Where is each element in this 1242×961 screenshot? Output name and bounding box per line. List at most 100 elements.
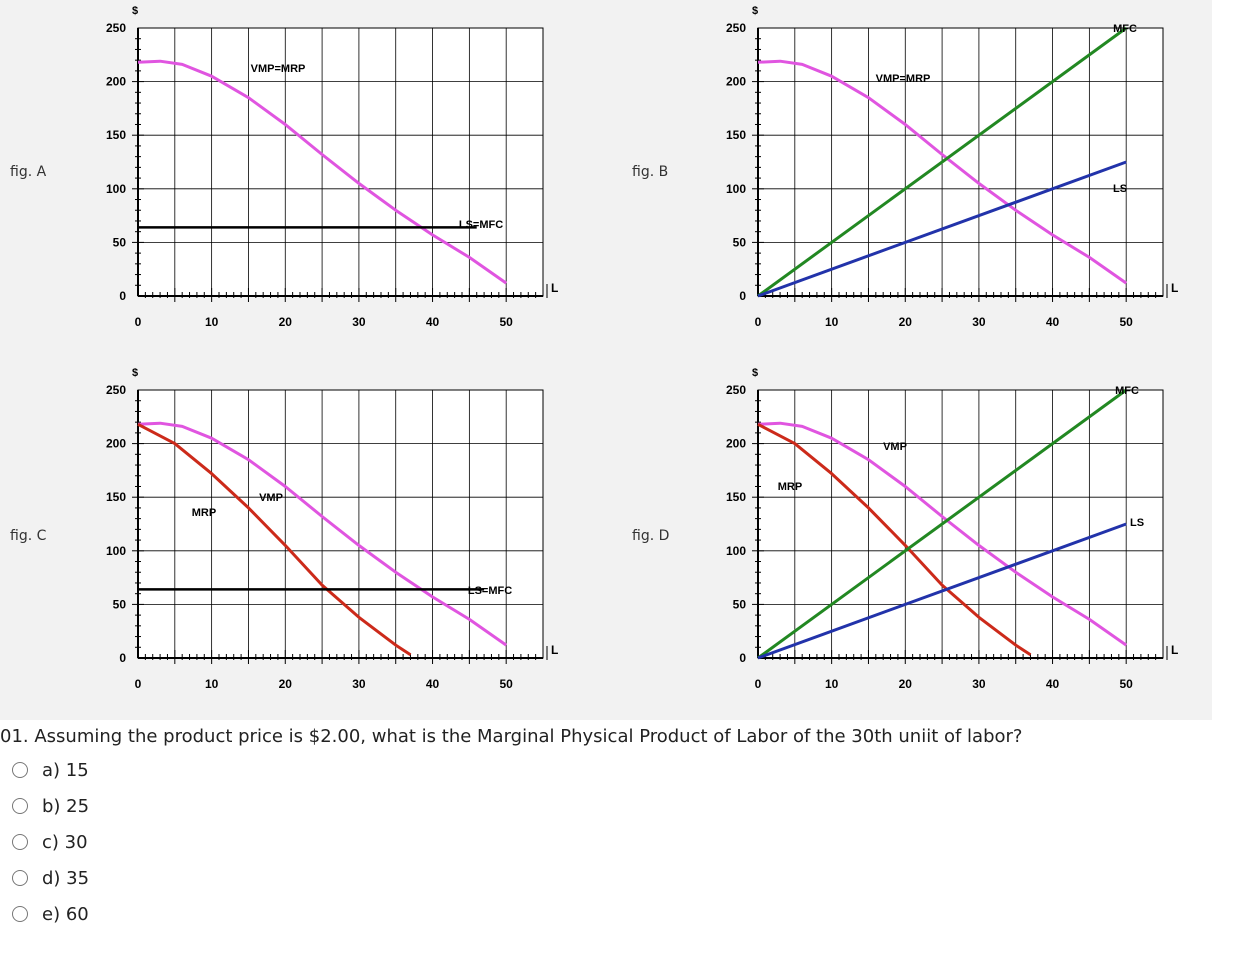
series-line-vmp [137,421,508,647]
series-line-mfc [757,26,1128,298]
x-axis-label: L [551,281,558,295]
option-label: d) 35 [42,867,90,889]
annotation-label: VMP [883,441,907,453]
x-tick-label: 40 [1046,677,1060,691]
x-tick-label: 50 [500,677,514,691]
x-tick-label: 30 [352,315,366,329]
y-tick-label: 100 [726,544,746,558]
y-tick-label: 250 [726,21,746,35]
option-e[interactable]: e) 60 [12,902,89,926]
y-tick-label: 50 [733,597,747,611]
annotation-label: MRP [778,481,802,493]
x-tick-label: 40 [426,677,440,691]
annotation-label: LS [1130,517,1144,529]
question-text: 01. Assuming the product price is $2.00,… [0,726,1023,747]
x-tick-label: 20 [279,315,293,329]
option-b[interactable]: b) 25 [12,794,89,818]
y-tick-label: 150 [106,490,126,504]
y-tick-label: 100 [106,182,126,196]
x-tick-label: 10 [205,315,219,329]
fig-a-chart: 0 50 100 150 200 250 0 10 20 30 40 50 $ L VMP=MRP LS=MF… [106,5,558,329]
y-tick-label: 150 [726,128,746,142]
y-tick-label: 250 [106,21,126,35]
y-tick-label: 0 [739,651,746,665]
series-line-vmp-mrp [757,59,1128,285]
fig-c-chart: 0 50 100 150 200 250 0 10 20 30 40 50 $ L VMP MRP LS=MFC [106,367,558,691]
option-label: c) 30 [42,831,88,853]
x-tick-label: 40 [426,315,440,329]
x-tick-label: 0 [755,315,762,329]
radio-button[interactable] [12,870,28,886]
series-line-vmp-mrp [137,59,508,285]
fig-b-label: fig. B [632,164,669,180]
y-tick-label: 100 [106,544,126,558]
x-tick-label: 30 [972,677,986,691]
fig-c-label: fig. C [10,528,47,544]
y-tick-label: 250 [106,383,126,397]
y-tick-label: 150 [726,490,746,504]
y-tick-label: 200 [106,437,126,451]
y-tick-label: 0 [119,651,126,665]
fig-d-label: fig. D [632,528,670,544]
annotation-label: MFC [1115,385,1139,397]
x-tick-label: 0 [755,677,762,691]
plot-area [757,27,1164,297]
annotation-label: LS=MFC [459,219,503,231]
x-tick-label: 50 [500,315,514,329]
y-tick-label: 50 [113,597,127,611]
series-line-ls [757,522,1127,660]
y-axis-label: $ [752,5,758,17]
radio-button[interactable] [12,834,28,850]
y-tick-label: 100 [726,182,746,196]
y-tick-label: 50 [113,235,127,249]
x-tick-label: 20 [899,677,913,691]
option-label: b) 25 [42,795,90,817]
x-tick-label: 20 [899,315,913,329]
option-label: e) 60 [42,903,89,925]
x-axis-label: L [1171,643,1178,657]
annotation-label: MFC [1113,23,1137,35]
y-axis-label: $ [752,367,758,379]
option-c[interactable]: c) 30 [12,830,88,854]
radio-button[interactable] [12,906,28,922]
x-tick-label: 0 [135,677,142,691]
annotation-label: LS [1113,183,1127,195]
annotation-label: MRP [192,507,216,519]
y-axis-label: $ [132,367,138,379]
x-tick-label: 50 [1120,677,1134,691]
x-tick-label: 30 [352,677,366,691]
plot-area [757,389,1164,659]
y-tick-label: 50 [733,235,747,249]
y-tick-label: 200 [726,437,746,451]
x-axis-label: L [1171,281,1178,295]
series-line-mfc [757,388,1128,660]
radio-button[interactable] [12,762,28,778]
y-tick-label: 200 [106,75,126,89]
series-line-mrp [137,422,412,657]
annotation-label: LS=MFC [468,585,512,597]
option-a[interactable]: a) 15 [12,758,89,782]
fig-d-chart: 0 50 100 150 200 250 0 10 20 30 40 50 $ L VMP MRP MFC LS [726,367,1178,691]
series-line-mrp [757,422,1032,657]
x-tick-label: 10 [825,315,839,329]
y-tick-label: 150 [106,128,126,142]
y-tick-label: 0 [739,289,746,303]
option-d[interactable]: d) 35 [12,866,89,890]
series-line-ls [757,160,1127,298]
series-line-vmp [757,421,1128,647]
x-axis-label: L [551,643,558,657]
x-tick-label: 50 [1120,315,1134,329]
x-tick-label: 30 [972,315,986,329]
fig-b-chart: 0 50 100 150 200 250 0 10 20 30 40 50 $ L VMP=MRP MFC LS [726,5,1178,329]
radio-button[interactable] [12,798,28,814]
x-tick-label: 40 [1046,315,1060,329]
x-tick-label: 10 [205,677,219,691]
y-tick-label: 200 [726,75,746,89]
x-tick-label: 20 [279,677,293,691]
fig-a-label: fig. A [10,164,47,180]
annotation-label: VMP=MRP [876,73,931,85]
annotation-label: VMP=MRP [251,63,306,75]
x-tick-label: 0 [135,315,142,329]
figure-table: fig. A fig. B fig. C fig. D 0 50 100 150 200… [0,0,1212,720]
annotation-label: VMP [259,492,283,504]
